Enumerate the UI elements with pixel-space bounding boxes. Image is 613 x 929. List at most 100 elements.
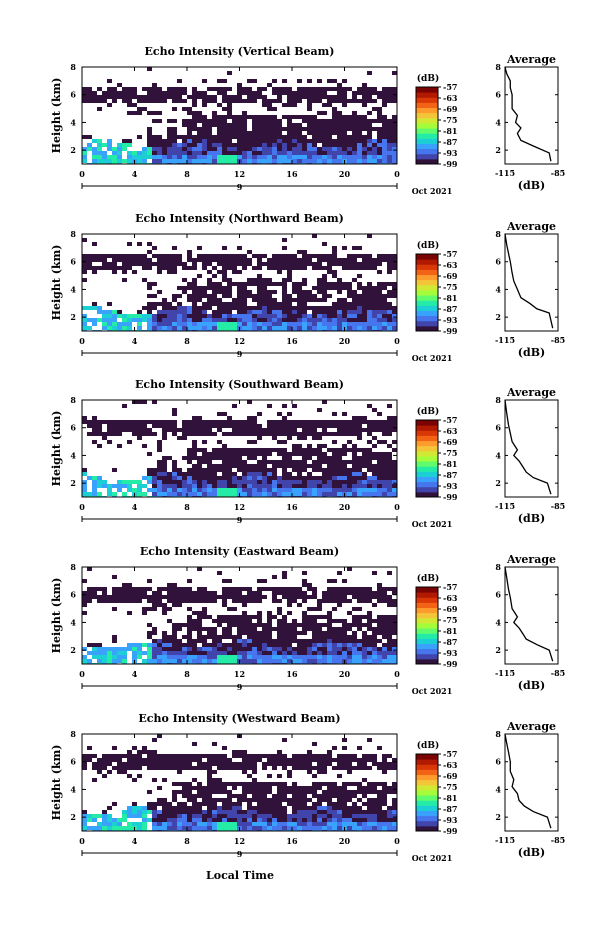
heatmap-cell: [297, 282, 302, 286]
heatmap-cell: [352, 822, 357, 826]
heatmap-cell: [267, 143, 272, 147]
heatmap-cell: [332, 270, 337, 274]
heatmap-cell: [317, 314, 322, 318]
heatmap-cell: [187, 762, 192, 766]
heatmap-cell: [177, 659, 182, 663]
heatmap-cell: [237, 290, 242, 294]
heatmap-cell: [137, 258, 142, 262]
heatmap-cell: [287, 99, 292, 103]
heatmap-cell: [187, 151, 192, 155]
heatmap-cell: [217, 91, 222, 95]
heatmap-cell: [212, 322, 217, 326]
heatmap-cell: [352, 298, 357, 302]
heatmap-cell: [387, 302, 392, 306]
heatmap-cell: [372, 754, 377, 758]
heatmap-cell: [352, 95, 357, 99]
heatmap-cell: [182, 782, 187, 786]
heatmap-cell: [257, 643, 262, 647]
heatmap-cell: [162, 262, 167, 266]
heatmap-cell: [337, 155, 342, 159]
heatmap-cell: [357, 647, 362, 651]
heatmap-cell: [282, 91, 287, 95]
heatmap-cell: [317, 266, 322, 270]
heatmap-cell: [272, 298, 277, 302]
heatmap-cell: [282, 790, 287, 794]
heatmap-cell: [317, 99, 322, 103]
heatmap-cell: [357, 822, 362, 826]
heatmap-cell: [367, 111, 372, 115]
heatmap-cell: [292, 587, 297, 591]
heatmap-cell: [97, 151, 102, 155]
heatmap-cell: [257, 452, 262, 456]
heatmap-cell: [322, 420, 327, 424]
heatmap-cell: [232, 266, 237, 270]
heatmap-cell: [312, 326, 317, 330]
heatmap-cell: [227, 762, 232, 766]
heatmap-cell: [312, 298, 317, 302]
heatmap-cell: [112, 326, 117, 330]
heatmap-cell: [332, 286, 337, 290]
heatmap-cell: [172, 127, 177, 131]
heatmap-cell: [322, 798, 327, 802]
heatmap-cell: [252, 424, 257, 428]
heatmap-cell: [152, 480, 157, 484]
heatmap-cell: [302, 814, 307, 818]
heatmap-cell: [232, 615, 237, 619]
heatmap-cell: [312, 119, 317, 123]
heatmap-cell: [382, 326, 387, 330]
heatmap-cell: [182, 480, 187, 484]
heatmap-cell: [257, 794, 262, 798]
heatmap-cell: [117, 420, 122, 424]
heatmap-cell: [162, 472, 167, 476]
heatmap-cell: [97, 651, 102, 655]
heatmap-cell: [362, 83, 367, 87]
heatmap-cell: [347, 318, 352, 322]
heatmap-cell: [362, 147, 367, 151]
heatmap-cell: [367, 298, 372, 302]
heatmap-cell: [212, 302, 217, 306]
heatmap-cell: [282, 651, 287, 655]
heatmap-cell: [392, 159, 397, 163]
heatmap-cell: [202, 424, 207, 428]
heatmap-cell: [242, 266, 247, 270]
heatmap-cell: [87, 143, 92, 147]
heatmap-cell: [327, 762, 332, 766]
heatmap-cell: [362, 151, 367, 155]
heatmap-cell: [117, 314, 122, 318]
heatmap-cell: [202, 99, 207, 103]
heatmap-cell: [247, 822, 252, 826]
heatmap-cell: [207, 432, 212, 436]
heatmap-cell: [307, 818, 312, 822]
heatmap-cell: [317, 599, 322, 603]
heatmap-cell: [277, 282, 282, 286]
heatmap-cell: [312, 234, 317, 238]
heatmap-cell: [212, 155, 217, 159]
heatmap-cell: [357, 135, 362, 139]
heatmap-cell: [217, 270, 222, 274]
heatmap-cell: [267, 758, 272, 762]
heatmap-cell: [287, 647, 292, 651]
heatmap-cell: [262, 456, 267, 460]
heatmap-cell: [257, 432, 262, 436]
heatmap-cell: [307, 798, 312, 802]
heatmap-cell: [347, 322, 352, 326]
heatmap-cell: [222, 119, 227, 123]
heatmap-cell: [237, 818, 242, 822]
heatmap-cell: [282, 480, 287, 484]
heatmap-cell: [242, 420, 247, 424]
heatmap-cell: [232, 298, 237, 302]
heatmap-cell: [332, 782, 337, 786]
heatmap-cell: [287, 595, 292, 599]
heatmap-cell: [332, 127, 337, 131]
heatmap-cell: [292, 659, 297, 663]
heatmap-cell: [202, 647, 207, 651]
heatmap-cell: [157, 262, 162, 266]
heatmap-cell: [257, 131, 262, 135]
heatmap-cell: [312, 155, 317, 159]
y-tick-label: 2: [70, 478, 76, 488]
heatmap-cell: [282, 404, 287, 408]
heatmap-cell: [157, 754, 162, 758]
heatmap-cell: [107, 655, 112, 659]
heatmap-cell: [287, 274, 292, 278]
x-tick-label: 0: [394, 669, 400, 679]
